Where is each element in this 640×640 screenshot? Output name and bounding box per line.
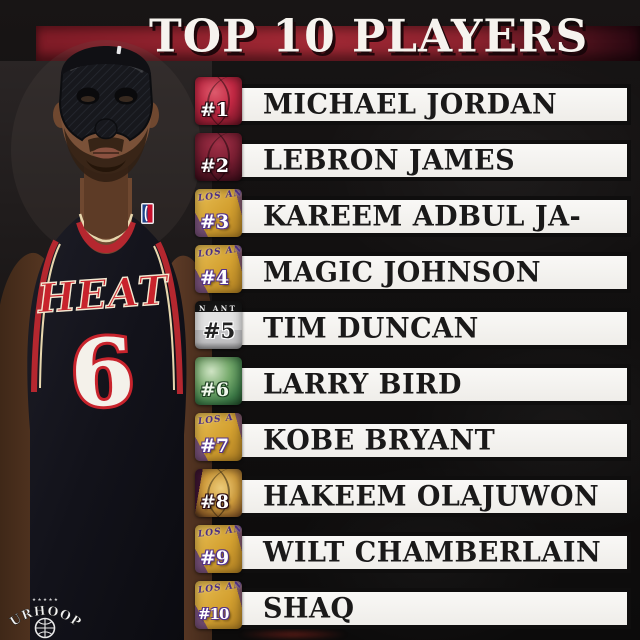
- logo-stars: ★ ★ ★ ★ ★: [32, 597, 58, 603]
- list-item: TIM DUNCAN N ANT #5: [0, 301, 640, 349]
- player-name: SHAQ: [263, 592, 355, 625]
- basketball-gold-icon: #8: [195, 469, 242, 517]
- protective-mask: [60, 54, 152, 140]
- basketball-outline-icon: [34, 617, 56, 639]
- lakers-jersey-icon: LOS AN #3: [195, 189, 242, 237]
- rank-label: #7: [200, 435, 230, 457]
- ourhoops-logo: ★ ★ ★ ★ ★ OURHOOPS: [3, 592, 84, 639]
- lakers-jersey-icon: LOS A #7: [195, 413, 242, 461]
- player-name: LEBRON JAMES: [263, 144, 516, 177]
- player-name: LARRY BIRD: [263, 368, 462, 401]
- masked-head: [53, 45, 159, 239]
- player-name: KOBE BRYANT: [263, 424, 496, 457]
- player-name: TIM DUNCAN: [263, 312, 479, 345]
- floor-glow: [238, 629, 348, 640]
- rank-label: #3: [200, 211, 230, 233]
- player-name: MAGIC JOHNSON: [263, 256, 542, 289]
- list-item: KAREEM ADBUL JA- LOS AN #3: [0, 189, 640, 237]
- rank-label: #1: [200, 99, 230, 121]
- basketball-maroon-icon: #2: [195, 133, 242, 181]
- rank-label: #10: [198, 605, 229, 623]
- list-item: LARRY BIRD #6: [0, 357, 640, 405]
- list-item: SHAQ LOS AN #10: [0, 581, 640, 629]
- lakers-jersey-icon: LOS AN #9: [195, 525, 242, 573]
- player-name: MICHAEL JORDAN: [263, 88, 558, 121]
- list-item: KOBE BRYANT LOS A #7: [0, 413, 640, 461]
- page-title: TOP 10 PLAYERS: [149, 10, 589, 63]
- rank-label: #5: [203, 318, 236, 343]
- player-name: HAKEEM OLAJUWON: [263, 480, 600, 513]
- spurs-jersey-icon: N ANT #5: [195, 301, 242, 349]
- rank-label: #8: [200, 491, 230, 513]
- list-item: MAGIC JOHNSON LOS AN #4: [0, 245, 640, 293]
- player-name: WILT CHAMBERLAIN: [263, 536, 602, 569]
- list-item: LEBRON JAMES #2: [0, 133, 640, 181]
- list-item: WILT CHAMBERLAIN LOS AN #9: [0, 525, 640, 573]
- list-item: HAKEEM OLAJUWON #8: [0, 469, 640, 517]
- lakers-jersey-icon: LOS AN #10: [195, 581, 242, 629]
- lakers-jersey-icon: LOS AN #4: [195, 245, 242, 293]
- rank-label: #2: [200, 155, 230, 177]
- rank-label: #9: [200, 547, 230, 569]
- jersey-wordmark: HEAT: [35, 266, 172, 322]
- basketball-red-icon: #1: [195, 77, 242, 125]
- player-name: KAREEM ADBUL JA-: [263, 200, 582, 233]
- list-item: MICHAEL JORDAN #1: [0, 77, 640, 125]
- nba-logo-patch: [141, 203, 154, 224]
- rank-label: #4: [200, 267, 230, 289]
- jersey-number: 6: [68, 317, 138, 428]
- rank-label: #6: [200, 379, 230, 401]
- heat-jersey: [27, 211, 187, 640]
- celtics-icon: #6: [195, 357, 242, 405]
